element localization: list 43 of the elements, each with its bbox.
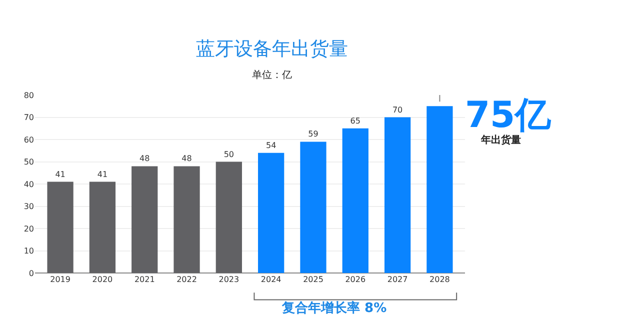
x-tick-label: 2022 — [176, 275, 197, 284]
bar — [258, 152, 284, 273]
y-tick-label: 60 — [24, 135, 34, 144]
y-tick-label: 20 — [24, 224, 34, 234]
y-tick-label: 70 — [24, 113, 34, 122]
data-label: 48 — [140, 154, 150, 164]
y-tick-label: 10 — [24, 246, 34, 256]
x-tick-label: 2026 — [345, 275, 366, 284]
y-tick-label: 30 — [24, 202, 34, 212]
data-label: 59 — [308, 130, 318, 139]
data-label: 70 — [392, 105, 403, 114]
data-label: 41 — [55, 170, 66, 179]
y-tick-label: 50 — [24, 158, 34, 167]
annotation: 75亿 — [465, 95, 552, 136]
bar — [216, 162, 242, 273]
chart-subtitle: 单位：亿 — [252, 69, 292, 81]
x-tick-label: 2027 — [387, 275, 408, 284]
data-label: 48 — [182, 154, 192, 164]
y-tick-label: 0 — [28, 268, 34, 278]
data-label: 54 — [266, 140, 276, 150]
text: 复合年增长率 8% — [281, 300, 387, 316]
x-tick-label: 2025 — [303, 275, 324, 284]
text: 年出货量 — [480, 134, 521, 146]
bar — [89, 182, 116, 273]
x-tick-label: 2028 — [430, 275, 450, 284]
bar — [300, 142, 326, 273]
bar — [174, 166, 200, 273]
bar — [47, 182, 74, 273]
data-label: 65 — [350, 116, 360, 126]
data-label: 41 — [97, 170, 108, 179]
data-label: 50 — [224, 150, 234, 159]
y-tick-label: 40 — [24, 180, 34, 189]
y-tick-label: 80 — [24, 90, 34, 100]
bar — [132, 166, 158, 273]
x-tick-label: 2024 — [260, 275, 282, 284]
x-tick-label: 2019 — [50, 275, 70, 284]
chart-title: 蓝牙设备年出货量 — [196, 38, 348, 60]
x-tick-label: 2020 — [92, 275, 113, 284]
bar — [384, 117, 411, 273]
bar — [426, 106, 453, 273]
bar — [342, 128, 368, 273]
x-tick-label: 2021 — [134, 275, 155, 284]
x-tick-label: 2023 — [218, 275, 240, 284]
